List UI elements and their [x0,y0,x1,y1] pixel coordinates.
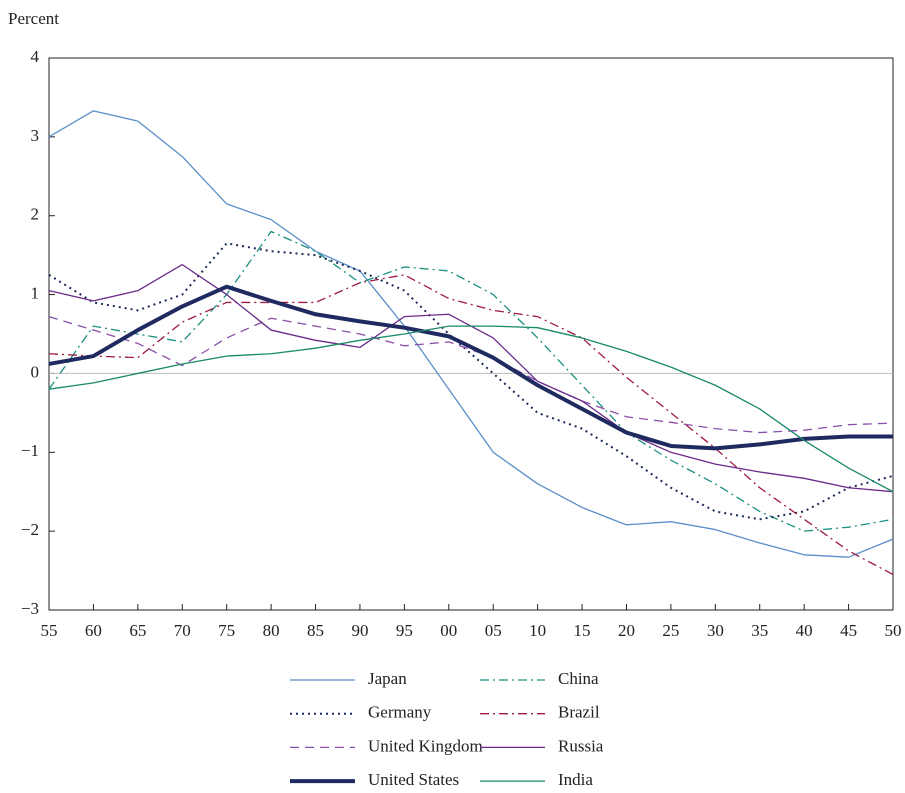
legend-label: China [558,669,599,688]
series-line [48,325,894,493]
y-tick-label: 2 [31,205,40,224]
x-tick-label: 70 [174,621,191,640]
x-tick-label: 35 [751,621,768,640]
plot-frame [48,57,894,611]
legend-label: India [558,770,593,789]
legend-label: Russia [558,736,604,755]
x-tick-label: 45 [840,621,857,640]
x-tick-label: 05 [485,621,502,640]
x-tick-label: 20 [618,621,635,640]
y-tick-label: −2 [21,520,39,539]
x-tick-label: 75 [218,621,235,640]
series-line [48,263,894,493]
x-tick-label: 00 [440,621,457,640]
y-tick-label: 1 [31,283,40,302]
x-tick-label: 10 [529,621,546,640]
x-tick-label: 25 [662,621,679,640]
series-line [48,316,894,434]
legend-label: Japan [368,669,407,688]
x-tick-label: 95 [396,621,413,640]
series-line [48,242,894,521]
x-tick-label: 15 [574,621,591,640]
x-tick-label: 85 [307,621,324,640]
x-tick-label: 40 [796,621,813,640]
series-line [48,284,893,451]
x-tick-label: 50 [885,621,902,640]
x-tick-label: 65 [129,621,146,640]
y-tick-label: −1 [21,441,39,460]
x-tick-label: 90 [351,621,368,640]
y-tick-label: −3 [21,599,39,618]
x-tick-label: 55 [41,621,58,640]
x-tick-label: 80 [263,621,280,640]
y-tick-label: 3 [31,126,40,145]
y-tick-label: 4 [31,47,40,66]
legend-label: United States [368,770,459,789]
legend-label: United Kingdom [368,736,483,755]
legend-label: Germany [368,703,432,722]
x-tick-label: 60 [85,621,102,640]
legend-label: Brazil [558,703,600,722]
y-axis-label: Percent [8,9,59,28]
x-tick-label: 30 [707,621,724,640]
y-tick-label: 0 [31,362,40,381]
series-line [48,274,894,576]
series-line [48,230,894,532]
series-line [48,110,894,558]
